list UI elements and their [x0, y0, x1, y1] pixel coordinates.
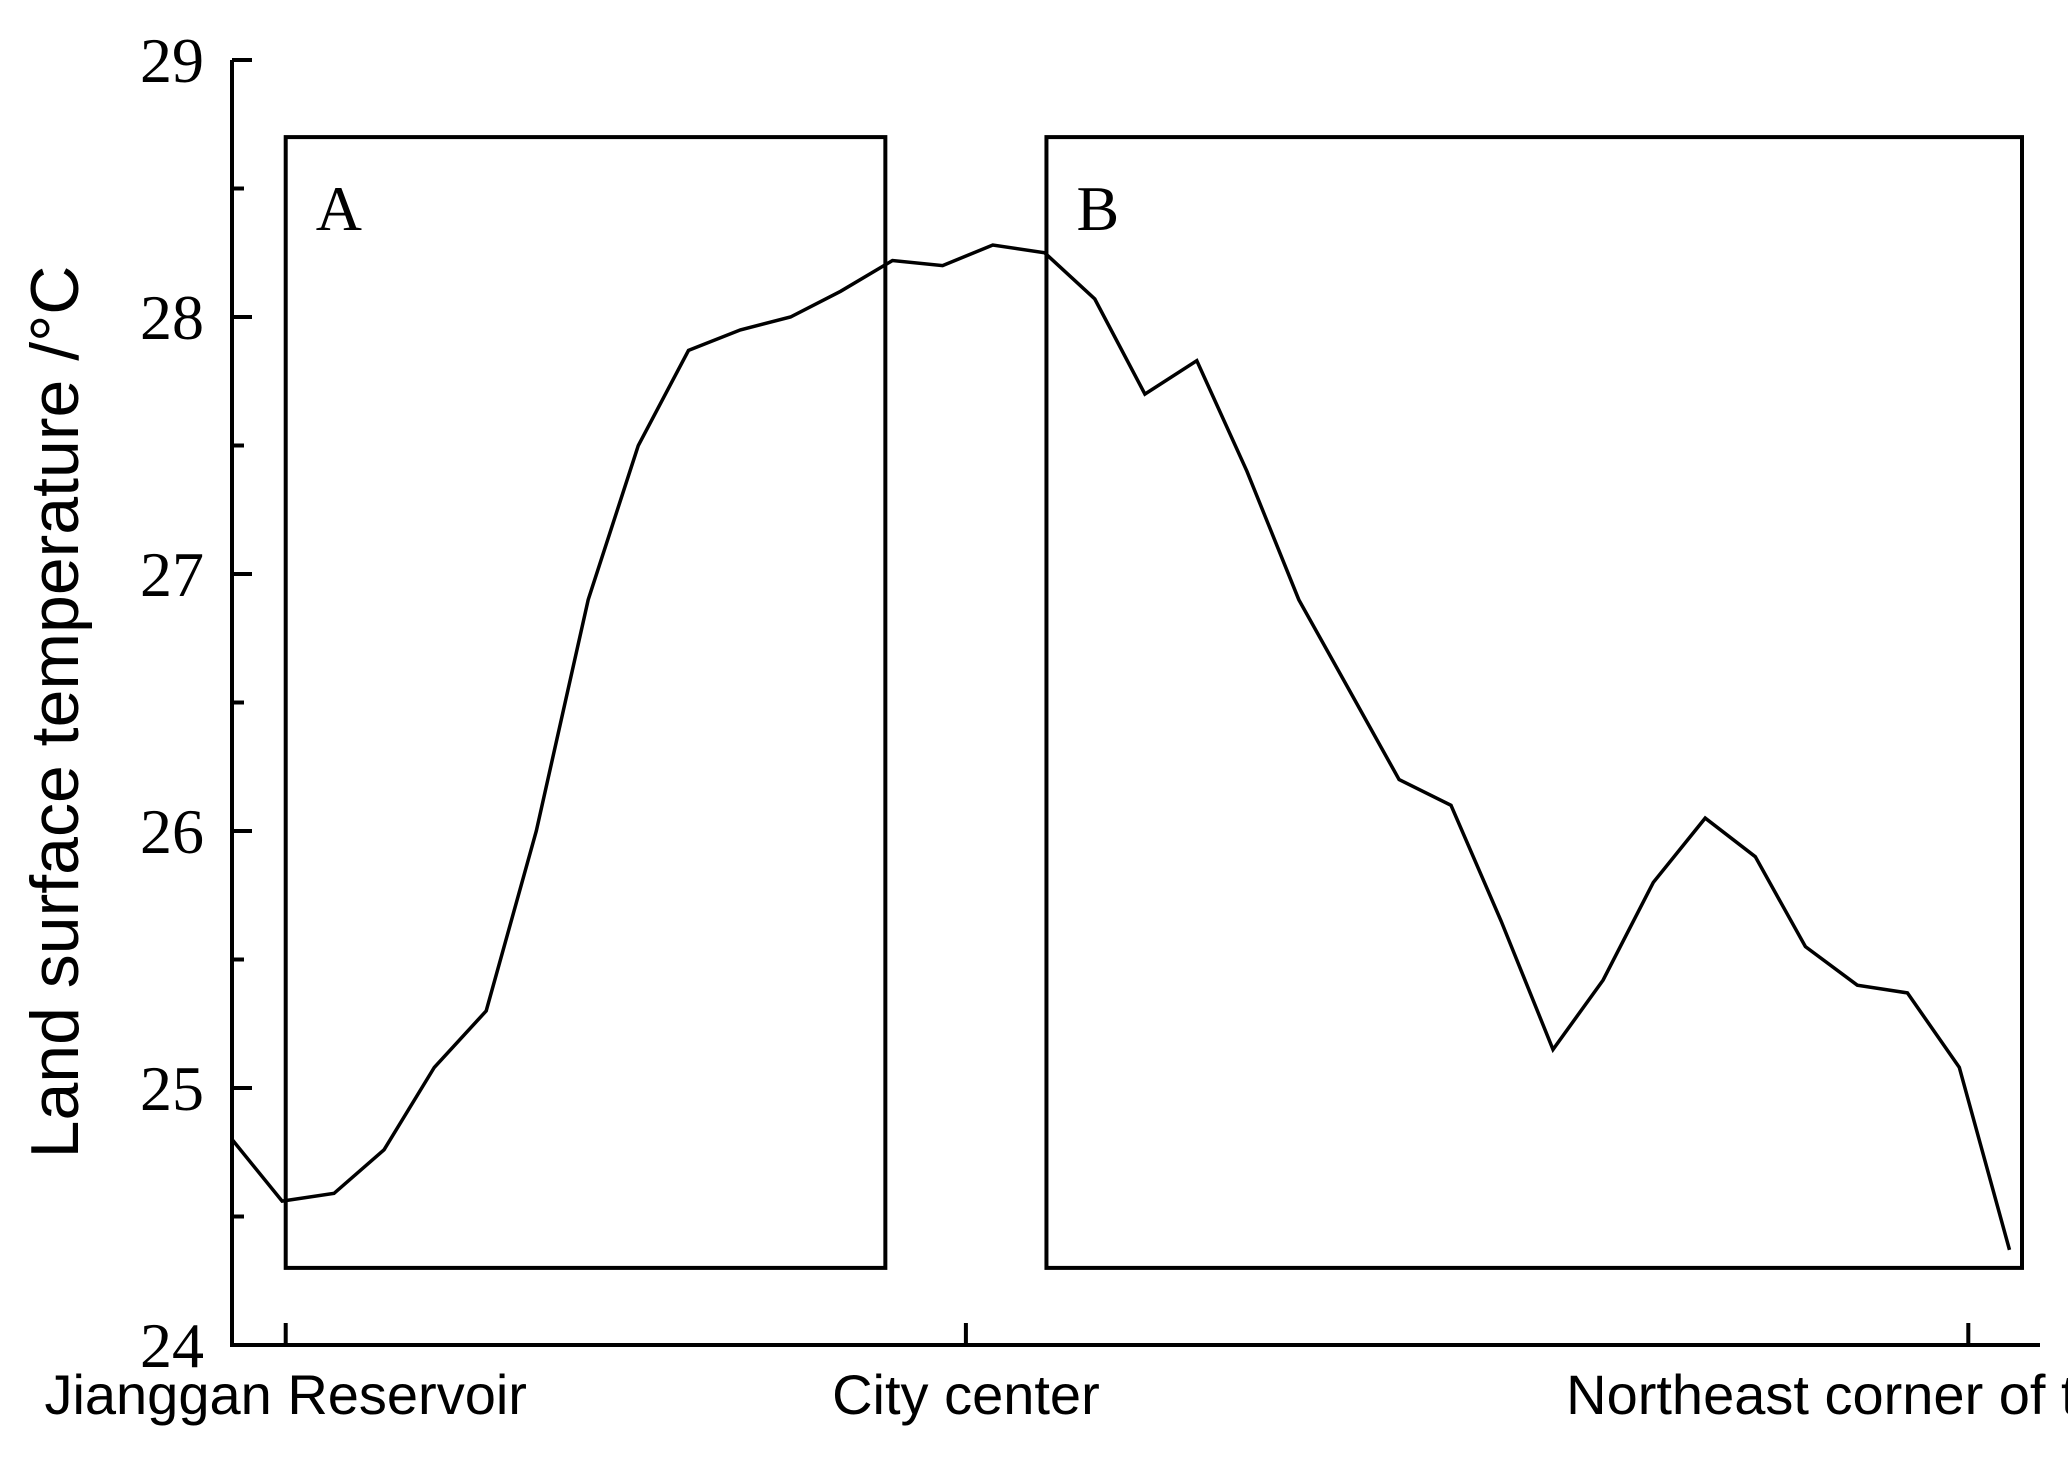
region-box-b	[1044, 135, 2024, 1270]
y-ticks: 24 25 26 27 28 29	[140, 25, 252, 1381]
region-label-b: B	[1076, 173, 1119, 244]
y-tick-label: 27	[140, 539, 204, 610]
series-line-0	[230, 243, 2012, 1251]
x-tick-label: Jianggan Reservoir	[44, 1363, 526, 1426]
y-tick-label: 28	[140, 282, 204, 353]
y-tick-label: 29	[140, 25, 204, 96]
x-tick-label: City center	[832, 1363, 1100, 1426]
y-tick-label: 24	[140, 1310, 204, 1381]
region-label-a: A	[316, 173, 362, 244]
series-layer	[230, 243, 2012, 1251]
x-ticks: Jianggan Reservoir City center Northeast c…	[44, 1323, 2068, 1426]
x-tick-label: Northeast corner of the city	[1566, 1363, 2068, 1426]
y-tick-label: 25	[140, 1053, 204, 1124]
region-box-a	[283, 135, 888, 1270]
y-tick-label: 26	[140, 796, 204, 867]
y-axis-title: Land surface temperature /°C	[17, 266, 93, 1159]
chart-frame	[230, 60, 2040, 1347]
